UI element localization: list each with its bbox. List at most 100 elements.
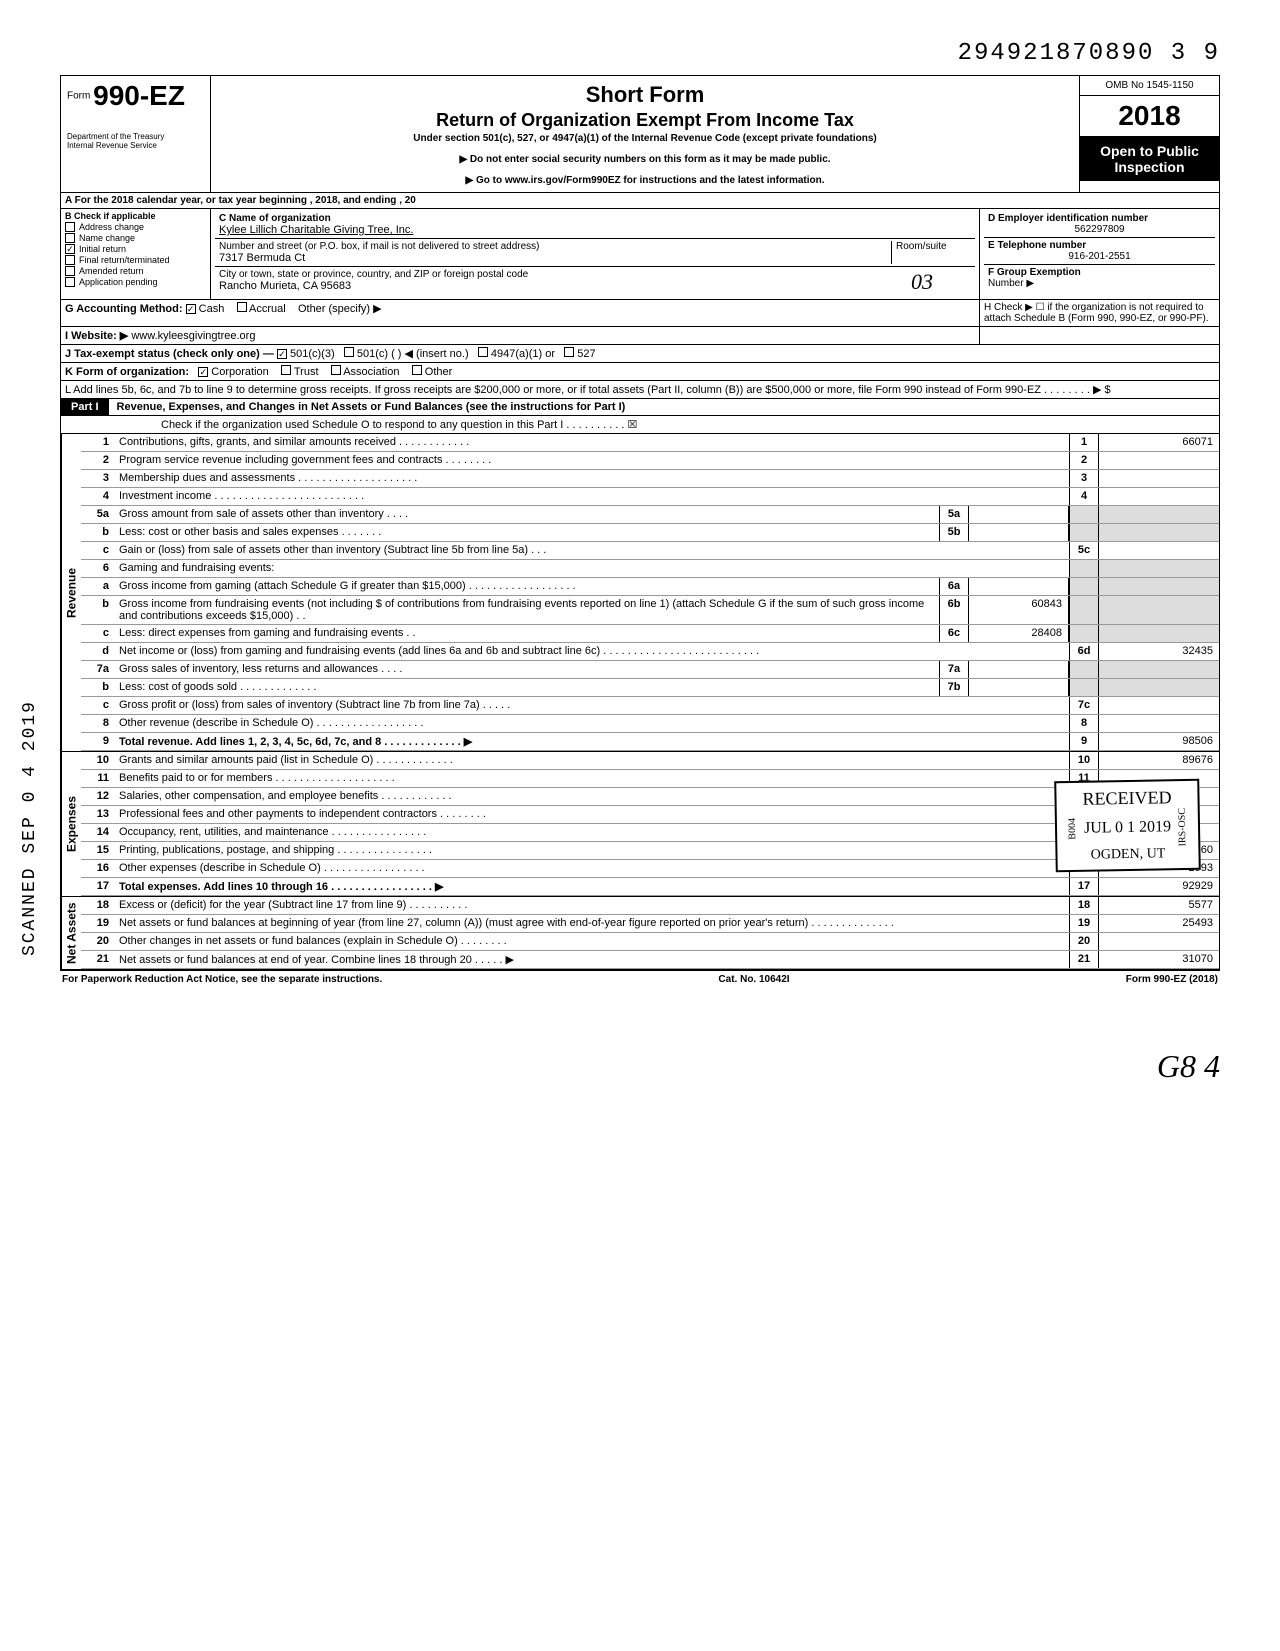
shaded-box-c [1069,625,1099,642]
line-desc-2: Program service revenue including govern… [115,452,1069,469]
line-desc-c: Gross profit or (loss) from sales of inv… [115,697,1069,714]
line-5a: 5aGross amount from sale of assets other… [81,506,1219,524]
side-label-1: Expenses [61,752,81,896]
checkbox-527[interactable] [564,347,574,357]
checkbox-501c3[interactable] [277,349,287,359]
line-desc-16: Other expenses (describe in Schedule O) … [115,860,1069,877]
box-num-21: 21 [1069,951,1099,968]
midbox-num-7b: 7b [939,679,969,696]
checkbox-address-change[interactable] [65,222,75,232]
checkbox-assoc[interactable] [331,365,341,375]
footer-left: For Paperwork Reduction Act Notice, see … [62,974,382,985]
shaded-box-b [1069,679,1099,696]
line-c: cGain or (loss) from sale of assets othe… [81,542,1219,560]
e-phone: 916-201-2551 [988,251,1211,262]
shaded-amt-b [1099,596,1219,624]
line-desc-9: Total revenue. Add lines 1, 2, 3, 4, 5c,… [115,733,1069,750]
box-num-19: 19 [1069,915,1099,932]
label-final-return: Final return/terminated [79,255,170,265]
section-c: C Name of organization Kylee Lillich Cha… [211,209,979,299]
line-desc-b: Gross income from fundraising events (no… [115,596,939,624]
checkbox-trust[interactable] [281,365,291,375]
checkbox-4947[interactable] [478,347,488,357]
header-center: Short Form Return of Organization Exempt… [211,76,1079,192]
amt-17: 92929 [1099,878,1219,895]
line-desc-13: Professional fees and other payments to … [115,806,1069,823]
midbox-amt-7b [969,679,1069,696]
line-13: 13Professional fees and other payments t… [81,806,1219,824]
section-b: B Check if applicable Address change Nam… [61,209,211,299]
checkbox-initial-return[interactable] [65,244,75,254]
c-addr-label: Number and street (or P.O. box, if mail … [219,241,891,252]
line-a: aGross income from gaming (attach Schedu… [81,578,1219,596]
section-body-1: 10Grants and similar amounts paid (list … [81,752,1219,896]
line-a: A For the 2018 calendar year, or tax yea… [61,193,1219,209]
dept-treasury: Department of the Treasury Internal Reve… [67,132,204,150]
line-desc-14: Occupancy, rent, utilities, and maintena… [115,824,1069,841]
l-text: L Add lines 5b, 6c, and 7b to line 9 to … [61,381,1219,398]
subtitle: Under section 501(c), 527, or 4947(a)(1)… [221,133,1069,144]
line-desc-12: Salaries, other compensation, and employ… [115,788,1069,805]
line-desc-10: Grants and similar amounts paid (list in… [115,752,1069,769]
line-num-5a: 5a [81,506,115,523]
j-4947: 4947(a)(1) or [491,348,555,360]
line-15: 15Printing, publications, postage, and s… [81,842,1219,860]
line-desc-18: Excess or (deficit) for the year (Subtra… [115,897,1069,914]
c-city-label: City or town, state or province, country… [219,269,911,280]
line-desc-17: Total expenses. Add lines 10 through 16 … [115,878,1069,895]
line-i: I Website: ▶ www.kyleesgivingtree.org [61,327,1219,345]
checkbox-final-return[interactable] [65,255,75,265]
checkbox-amended[interactable] [65,266,75,276]
footer-mid: Cat. No. 10642I [718,974,789,985]
line-3: 3Membership dues and assessments . . . .… [81,470,1219,488]
part-1-title: Revenue, Expenses, and Changes in Net As… [117,401,1219,413]
line-16: 16Other expenses (describe in Schedule O… [81,860,1219,878]
line-d: dNet income or (loss) from gaming and fu… [81,643,1219,661]
checkbox-app-pending[interactable] [65,277,75,287]
line-num-18: 18 [81,897,115,914]
line-num-20: 20 [81,933,115,950]
shaded-amt-c [1099,625,1219,642]
shaded-box-b [1069,524,1099,541]
checkbox-other-org[interactable] [412,365,422,375]
line-b: bLess: cost or other basis and sales exp… [81,524,1219,542]
bullet-url: ▶ Go to www.irs.gov/Form990EZ for instru… [221,175,1069,186]
box-num-18: 18 [1069,897,1099,914]
line-num-1: 1 [81,434,115,451]
shaded-box-7a [1069,661,1099,678]
midbox-amt-6b: 60843 [969,596,1069,624]
line-desc-3: Membership dues and assessments . . . . … [115,470,1069,487]
section-b-title: B Check if applicable [65,211,206,221]
line-num-16: 16 [81,860,115,877]
checkbox-accrual[interactable] [237,302,247,312]
d-ein: 562297809 [988,224,1211,235]
line-desc-d: Net income or (loss) from gaming and fun… [115,643,1069,660]
line-num-7a: 7a [81,661,115,678]
line-num-b: b [81,596,115,624]
line-4: 4Investment income . . . . . . . . . . .… [81,488,1219,506]
line-desc-21: Net assets or fund balances at end of ye… [115,951,1069,968]
line-num-b: b [81,524,115,541]
d-label: D Employer identification number [988,213,1211,224]
checkbox-501c[interactable] [344,347,354,357]
box-num-10: 10 [1069,752,1099,769]
k-label: K Form of organization: [65,366,189,378]
line-12: 12Salaries, other compensation, and empl… [81,788,1219,806]
checkbox-corp[interactable] [198,367,208,377]
i-website: www.kyleesgivingtree.org [131,330,255,342]
amt-9: 98506 [1099,733,1219,750]
amt-6d: 32435 [1099,643,1219,660]
section-group-0: Revenue1Contributions, gifts, grants, an… [61,434,1219,752]
stamp-irs-osc: IRS-OSC [1177,808,1189,847]
c-addr: 7317 Bermuda Ct [219,252,891,264]
amt-2 [1099,452,1219,469]
checkbox-name-change[interactable] [65,233,75,243]
box-num-6 [1069,560,1099,577]
line-c: cLess: direct expenses from gaming and f… [81,625,1219,643]
checkbox-cash[interactable] [186,304,196,314]
line-num-2: 2 [81,452,115,469]
line-num-21: 21 [81,951,115,968]
line-desc-1: Contributions, gifts, grants, and simila… [115,434,1069,451]
stamp-date: JUL 0 1 2019 [1084,818,1171,838]
j-label: J Tax-exempt status (check only one) — [65,348,274,360]
